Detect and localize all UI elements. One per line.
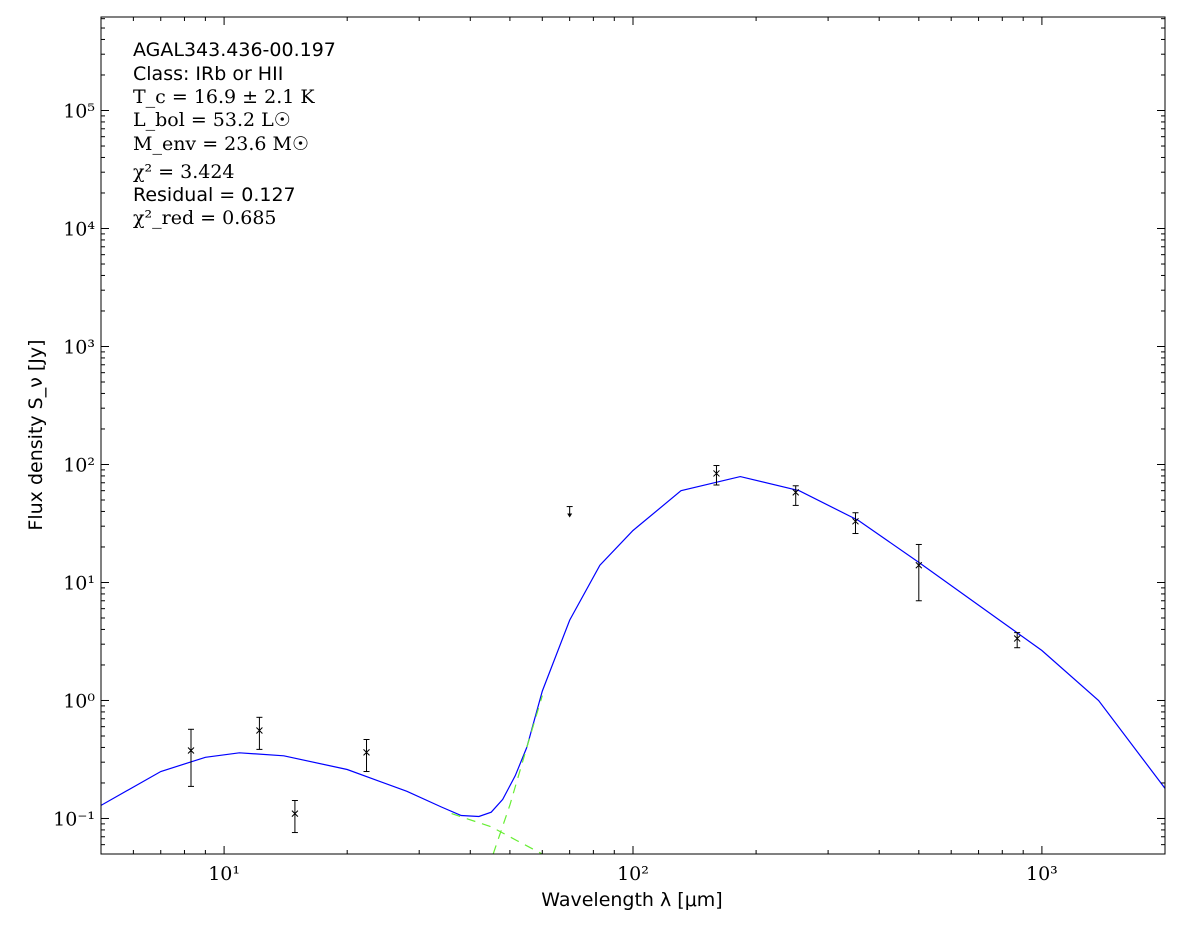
total-fit-line	[101, 475, 1165, 818]
chi2-red-label: χ²_red = 0.685	[133, 207, 277, 229]
source-name: AGAL343.436-00.197	[133, 39, 336, 61]
data-point	[915, 561, 923, 569]
y-tick-label: 10⁴	[63, 218, 95, 240]
upper-limit-arrow	[567, 513, 573, 518]
data-point	[713, 470, 720, 477]
y-tick-label: 10¹	[63, 572, 95, 594]
warm-component-line	[451, 813, 543, 854]
data-point	[792, 489, 800, 496]
chi2-label: χ² = 3.424	[133, 161, 235, 183]
data-point	[187, 747, 195, 754]
data-point	[363, 749, 370, 756]
y-tick-label: 10⁵	[63, 100, 95, 122]
mass-label: M_env = 23.6 M☉	[133, 133, 310, 155]
temperature-label: T_c = 16.9 ± 2.1 K	[133, 86, 315, 108]
luminosity-label: L_bol = 53.2 L☉	[133, 109, 291, 131]
data-point	[1013, 635, 1021, 642]
y-tick-label: 10⁰	[63, 690, 95, 712]
cold-component-line	[492, 695, 543, 854]
x-tick-label: 10²	[617, 863, 649, 885]
data-point	[291, 810, 299, 817]
class-label: Class: IRb or HII	[133, 63, 284, 85]
data-point	[852, 517, 859, 525]
y-tick-label: 10³	[63, 336, 95, 358]
residual-label: Residual = 0.127	[133, 184, 296, 206]
x-tick-label: 10³	[1026, 863, 1058, 885]
y-axis-label: Flux density S_ν [Jy]	[25, 339, 47, 530]
x-axis-label: Wavelength λ [μm]	[541, 889, 722, 911]
x-tick-label: 10¹	[208, 863, 240, 885]
y-tick-label: 10²	[63, 454, 95, 476]
data-point	[256, 727, 263, 734]
y-tick-label: 10⁻¹	[53, 808, 95, 830]
